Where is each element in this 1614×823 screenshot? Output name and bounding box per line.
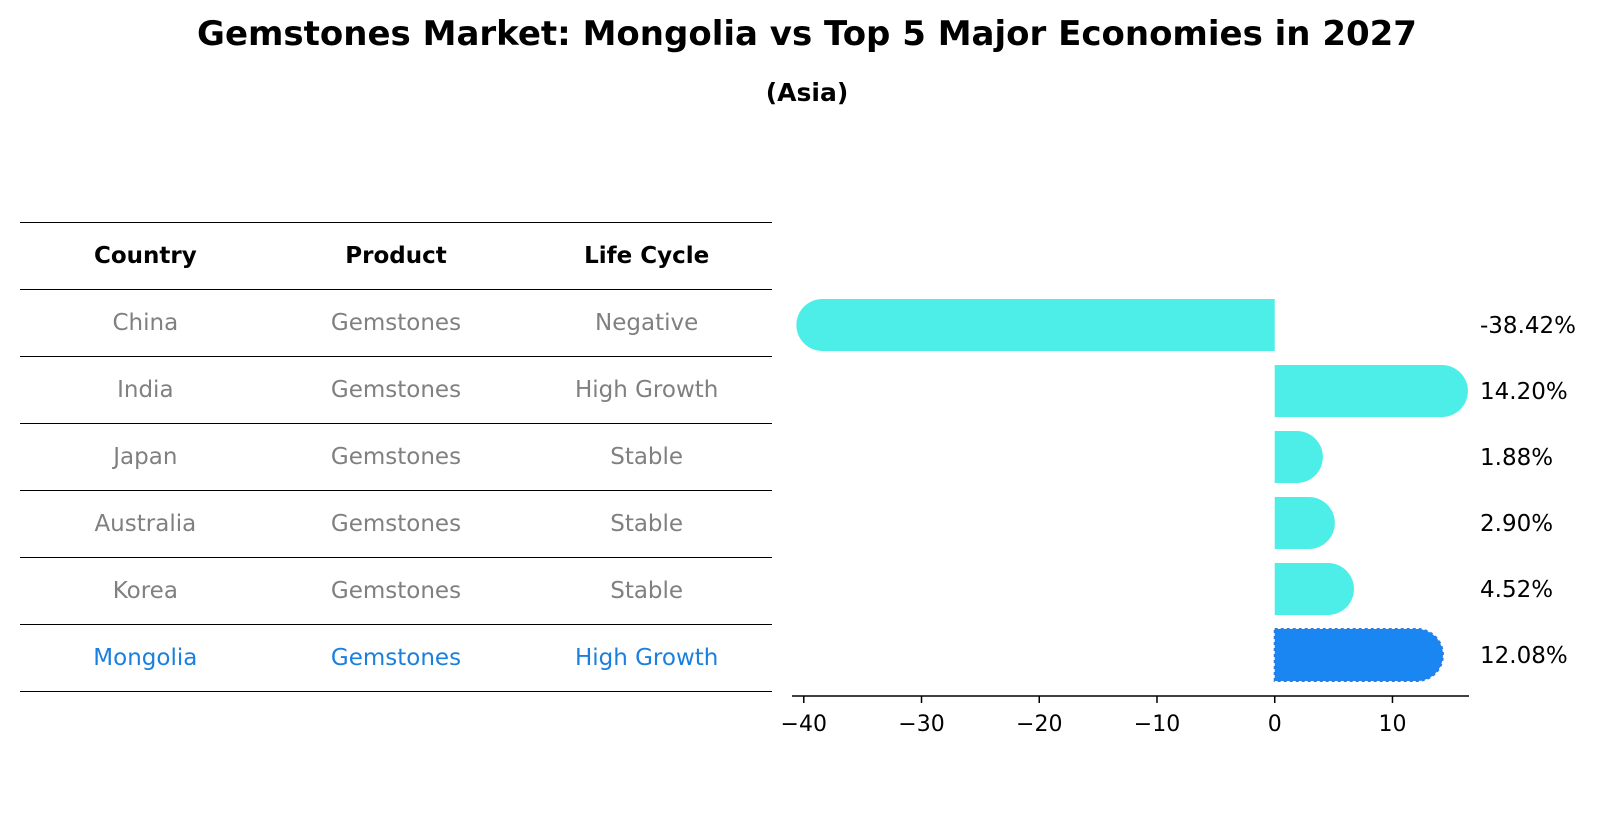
cell-life-cycle: High Growth [521, 624, 772, 692]
header-product: Product [270, 222, 522, 290]
cell-country: China [20, 289, 271, 357]
cell-country: Japan [20, 423, 271, 491]
header-life-cycle: Life Cycle [521, 222, 772, 290]
header-country: Country [20, 222, 271, 290]
cell-product: Gemstones [270, 557, 522, 625]
table-row: Korea Gemstones Stable [20, 557, 772, 625]
cell-life-cycle: Negative [521, 289, 772, 357]
x-tick-label: −30 [898, 712, 944, 737]
cell-product: Gemstones [270, 356, 522, 424]
cell-product: Gemstones [270, 490, 522, 558]
value-label: 14.20% [1480, 379, 1568, 405]
bar-mongolia [1273, 628, 1444, 682]
value-label: 1.88% [1480, 445, 1553, 471]
cell-country: Mongolia [20, 624, 271, 692]
value-label: -38.42% [1480, 313, 1576, 339]
cell-life-cycle: High Growth [521, 356, 772, 424]
table-row: India Gemstones High Growth [20, 356, 772, 424]
cell-country: Australia [20, 490, 271, 558]
table-row: Japan Gemstones Stable [20, 423, 772, 491]
bar-korea [1274, 563, 1354, 615]
value-label: 4.52% [1480, 577, 1553, 603]
table-row-highlight: Mongolia Gemstones High Growth [20, 624, 772, 692]
chart-subtitle: (Asia) [765, 78, 849, 107]
table-row: China Gemstones Negative [20, 289, 772, 357]
x-tick-label: −40 [781, 712, 827, 737]
value-label: 2.90% [1480, 511, 1553, 537]
cell-life-cycle: Stable [521, 557, 772, 625]
cell-product: Gemstones [270, 423, 522, 491]
bar-australia [1274, 497, 1335, 549]
cell-product: Gemstones [270, 289, 522, 357]
cell-country: Korea [20, 557, 271, 625]
table-row: Australia Gemstones Stable [20, 490, 772, 558]
x-tick-label: −10 [1134, 712, 1180, 737]
chart-title: Gemstones Market: Mongolia vs Top 5 Majo… [197, 14, 1417, 54]
cell-product: Gemstones [270, 624, 522, 692]
cell-country: India [20, 356, 271, 424]
x-tick-label: −20 [1016, 712, 1062, 737]
x-tick-label: 0 [1268, 712, 1282, 737]
data-table: Country Product Life Cycle China Gemston… [20, 222, 772, 692]
table-header-row: Country Product Life Cycle [20, 222, 772, 290]
bar-japan [1274, 431, 1323, 483]
cell-life-cycle: Stable [521, 423, 772, 491]
x-tick-label: 10 [1378, 712, 1406, 737]
cell-life-cycle: Stable [521, 490, 772, 558]
bar-china [796, 299, 1275, 351]
bar-india [1274, 365, 1468, 417]
value-label: 12.08% [1480, 643, 1568, 669]
